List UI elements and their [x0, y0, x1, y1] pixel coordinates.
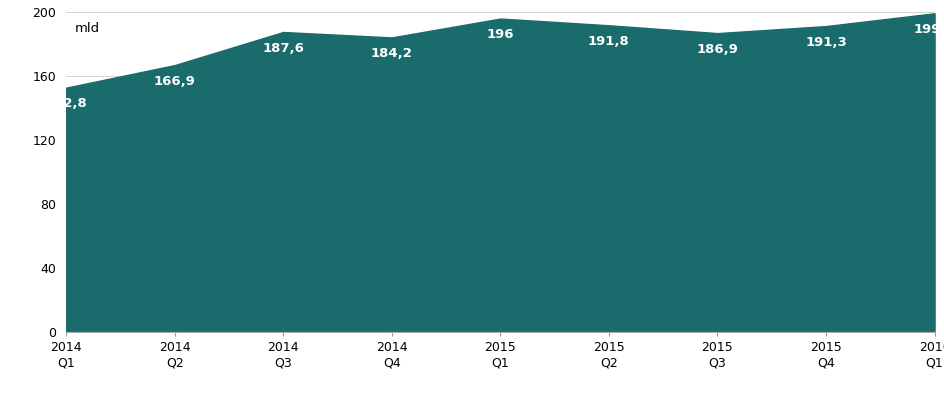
- Text: 152,8: 152,8: [45, 97, 87, 110]
- Text: 191,3: 191,3: [805, 36, 847, 49]
- Text: 187,6: 187,6: [262, 42, 304, 55]
- Text: 186,9: 186,9: [697, 43, 738, 56]
- Text: 184,2: 184,2: [371, 47, 413, 60]
- Text: 196: 196: [486, 28, 514, 41]
- Text: mld: mld: [75, 22, 100, 35]
- Text: 191,8: 191,8: [588, 35, 630, 48]
- Text: 199,3: 199,3: [914, 23, 944, 36]
- Text: 166,9: 166,9: [154, 75, 195, 88]
